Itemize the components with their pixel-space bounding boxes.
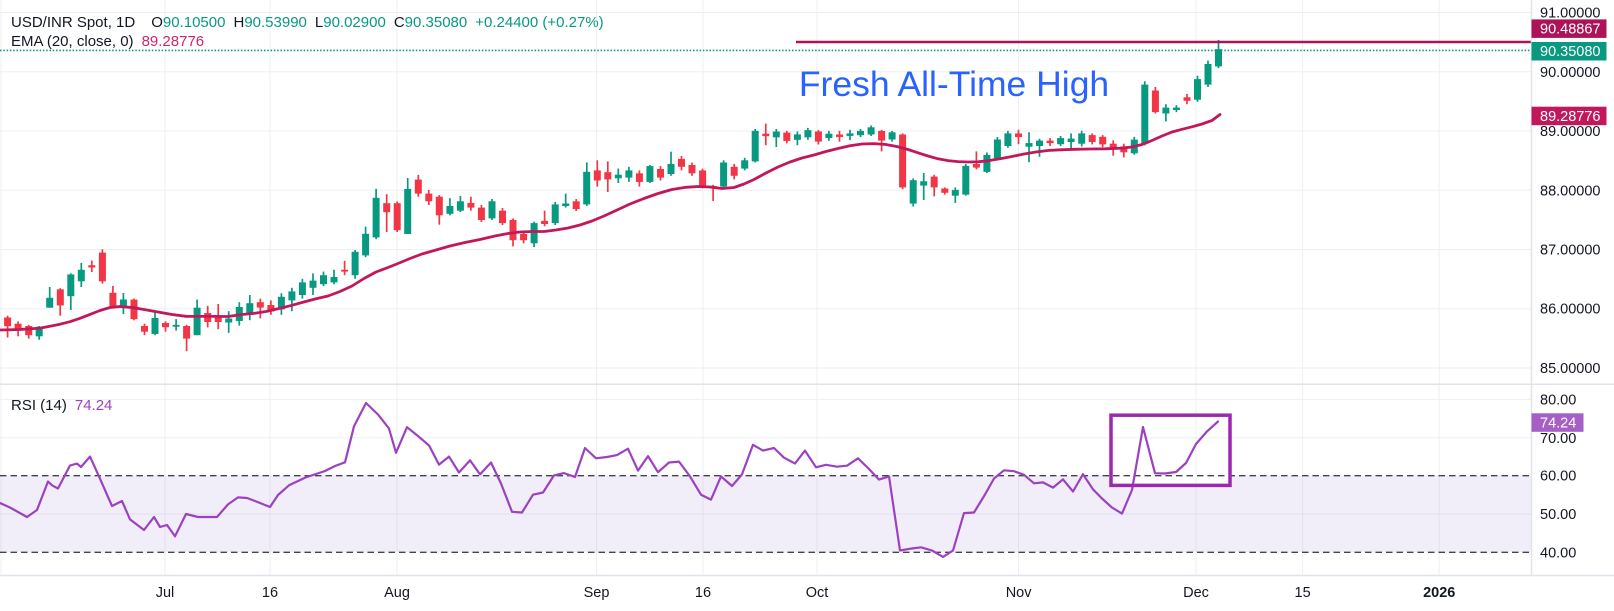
svg-text:Aug: Aug (384, 585, 410, 601)
svg-text:EMA (20, close, 0)89.28776: EMA (20, close, 0) 89.28776 (11, 33, 204, 50)
svg-text:15: 15 (1295, 585, 1311, 601)
svg-text:Fresh All-Time High: Fresh All-Time High (799, 64, 1109, 104)
svg-text:90.00000: 90.00000 (1540, 65, 1600, 81)
svg-text:Nov: Nov (1006, 585, 1033, 601)
svg-text:40.00: 40.00 (1540, 545, 1576, 561)
svg-text:87.00000: 87.00000 (1540, 243, 1600, 259)
svg-text:16: 16 (695, 585, 711, 601)
svg-text:50.00: 50.00 (1540, 507, 1576, 523)
svg-text:91.00000: 91.00000 (1540, 6, 1600, 22)
svg-text:89.00000: 89.00000 (1540, 124, 1600, 140)
svg-text:86.00000: 86.00000 (1540, 302, 1600, 318)
svg-text:90.35080: 90.35080 (1540, 44, 1600, 60)
svg-text:89.28776: 89.28776 (1540, 109, 1600, 125)
svg-text:Dec: Dec (1183, 585, 1209, 601)
svg-text:60.00: 60.00 (1540, 469, 1576, 485)
svg-text:74.24: 74.24 (1540, 416, 1576, 432)
svg-text:16: 16 (262, 585, 278, 601)
svg-text:88.00000: 88.00000 (1540, 183, 1600, 199)
svg-text:80.00: 80.00 (1540, 392, 1576, 408)
svg-text:RSI (14)74.24: RSI (14) 74.24 (11, 397, 112, 414)
svg-text:2026: 2026 (1423, 585, 1455, 601)
svg-text:85.00000: 85.00000 (1540, 361, 1600, 377)
svg-text:Jul: Jul (156, 585, 175, 601)
svg-text:70.00: 70.00 (1540, 431, 1576, 447)
svg-text:Oct: Oct (806, 585, 829, 601)
svg-text:90.48867: 90.48867 (1540, 22, 1600, 38)
svg-text:Sep: Sep (584, 585, 610, 601)
